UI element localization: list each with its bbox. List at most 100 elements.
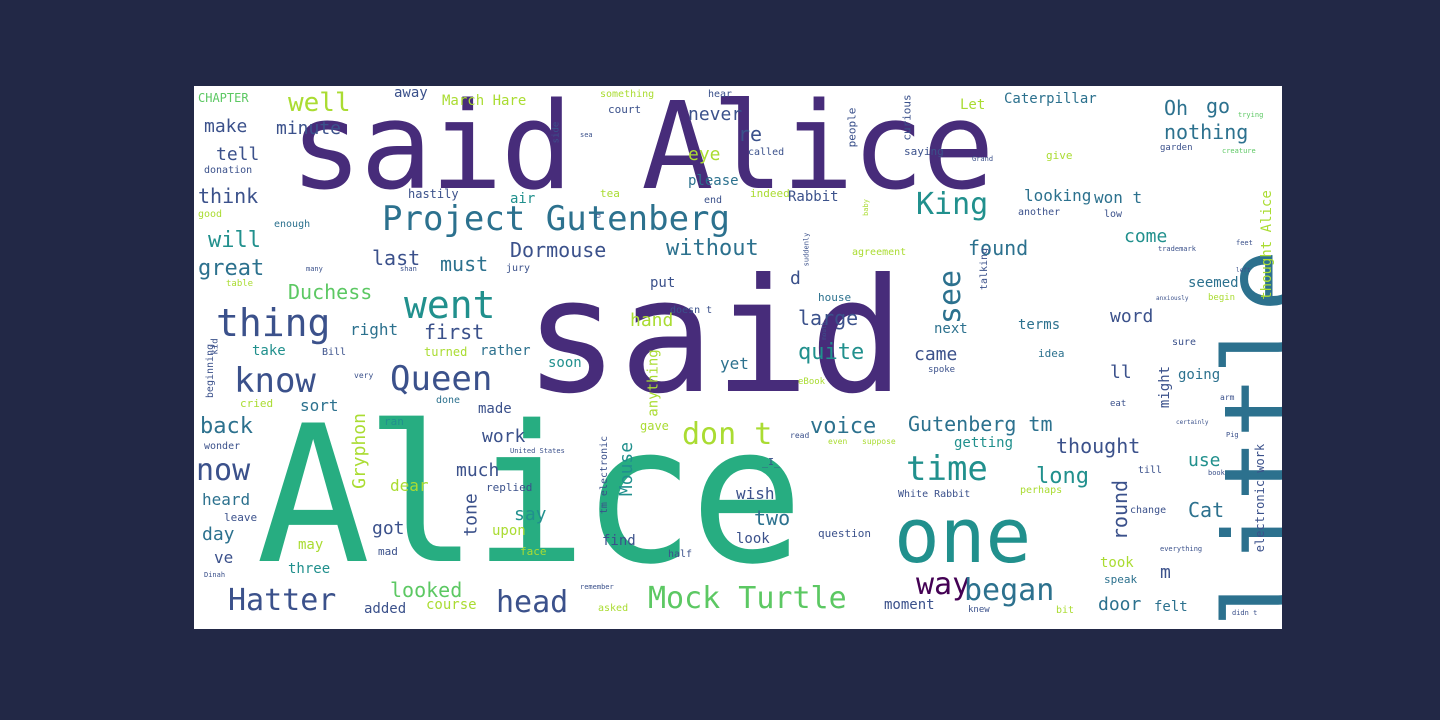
word-re: re (738, 122, 763, 146)
word-knew: knew (968, 605, 990, 615)
word-well: well (288, 88, 351, 118)
word-use: use (1188, 450, 1221, 471)
word-duchess: Duchess (288, 280, 373, 304)
word-creature: creature (1222, 147, 1256, 155)
word-word: word (1110, 306, 1154, 327)
word-must: must (440, 252, 489, 276)
word-dear: dear (390, 476, 429, 495)
word-said-large: said (524, 245, 905, 429)
word-one: one (894, 491, 1032, 580)
word-mouse: Mouse (616, 441, 638, 497)
word-u: u (593, 213, 603, 219)
word-even: even (828, 437, 848, 446)
word-seemed: seemed (1188, 275, 1239, 291)
word-arm: arm (1220, 393, 1235, 402)
word-way: way (916, 567, 971, 602)
word-gryphon: Gryphon (348, 413, 370, 489)
word-looked: looked (390, 578, 463, 602)
word-queen: Queen (390, 359, 493, 399)
word-never: never (688, 104, 743, 125)
word-put: put (650, 275, 676, 291)
word-hear: hear (708, 89, 733, 100)
word-good: good (198, 209, 223, 220)
word-end: end (704, 195, 723, 206)
word-made: made (478, 401, 512, 417)
word-project-gutenberg: Project Gutenberg (382, 199, 730, 239)
word-white-rabbit: White Rabbit (898, 489, 971, 500)
word-took: took (1100, 555, 1134, 571)
word-dont: don t (682, 417, 773, 452)
word-begin: begin (1208, 293, 1236, 303)
word-mock-turtle: Mock Turtle (648, 581, 847, 616)
word-gave: gave (640, 419, 669, 433)
word-pig: Pig (1226, 431, 1239, 439)
word-ebook: eBook (798, 377, 826, 387)
word-head: head (496, 585, 569, 620)
word-electronic-work: electronic work (1253, 443, 1268, 553)
word-next: next (934, 321, 968, 337)
word-everything: everything (1160, 545, 1203, 553)
word-idea: idea (1038, 347, 1065, 360)
word-dormouse: Dormouse (510, 238, 607, 262)
word-large: large (798, 306, 859, 330)
word-will: will (208, 228, 261, 253)
word-sea: sea (580, 131, 593, 139)
word-anxiously: anxiously (1156, 295, 1189, 302)
word-change: change (1130, 505, 1167, 516)
word-half: half (668, 549, 693, 560)
word-grand: Grand (972, 155, 994, 163)
word-time: time (906, 449, 988, 489)
word-away: away (394, 86, 428, 101)
word-jury: jury (506, 263, 531, 274)
word-minute: minute (276, 118, 342, 139)
word-m: m (1160, 562, 1171, 583)
word-eye: eye (688, 144, 721, 165)
word-trademark: trademark (1158, 245, 1196, 253)
word-kid: kid (210, 338, 221, 355)
word-tea: tea (600, 187, 620, 200)
word-got: got (372, 518, 405, 539)
word-long: long (1036, 464, 1089, 489)
word-great: great (198, 256, 265, 281)
word-little: little (1202, 248, 1282, 629)
word-wonder: wonder (204, 441, 241, 452)
word-three: three (288, 561, 331, 577)
word-bit: bit (1056, 605, 1075, 616)
word-called: called (748, 147, 785, 158)
word-turned: turned (424, 345, 468, 359)
word-remember: remember (580, 583, 614, 591)
word-air: air (510, 191, 536, 207)
word-know: know (234, 361, 316, 401)
word-two: two (754, 506, 791, 530)
word-united-states: United States (510, 447, 565, 455)
word-indeed: indeed (750, 187, 790, 200)
word-chapter: CHAPTER (198, 91, 249, 105)
word-look: look (736, 531, 770, 547)
word-moment: moment (884, 597, 935, 613)
word-getting: getting (954, 435, 1014, 451)
word-wish: wish (736, 484, 775, 503)
word-thing: thing (216, 301, 331, 345)
word-may: may (298, 537, 324, 553)
word-quite: quite (798, 340, 865, 365)
word-saying: saying (904, 145, 944, 158)
word-now: now (196, 453, 251, 488)
word-something: something (600, 89, 655, 100)
word-added: added (364, 601, 407, 617)
word-came: came (914, 344, 958, 365)
word-spoke: spoke (928, 365, 956, 375)
word-gutenberg-tm: Gutenberg tm (908, 412, 1053, 436)
word-felt: felt (1154, 599, 1188, 615)
word-doesnt: doesn t (670, 305, 713, 316)
word-found: found (968, 236, 1029, 260)
word-oh: Oh (1164, 96, 1189, 120)
word-people: people (845, 107, 859, 148)
word-began: began (964, 573, 1055, 608)
word-back: back (200, 414, 253, 439)
word-go: go (1206, 94, 1231, 118)
word-looking: looking (1024, 186, 1092, 205)
word-till: till (1138, 465, 1163, 476)
word-see: see (933, 269, 969, 325)
word-rather: rather (480, 343, 531, 359)
word-face: face (520, 545, 547, 558)
